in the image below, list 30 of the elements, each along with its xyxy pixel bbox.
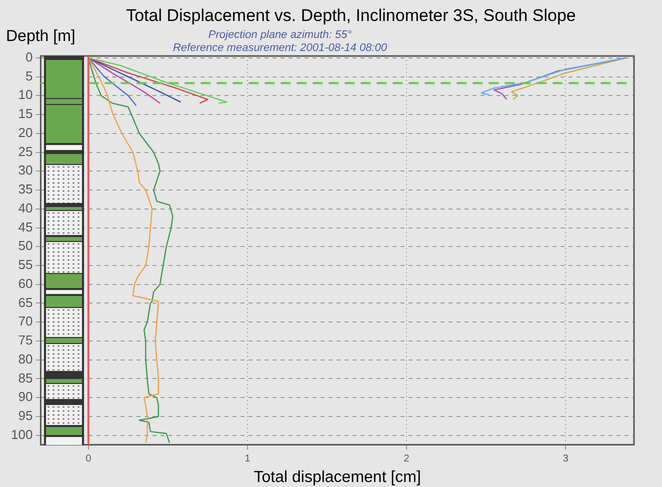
y-tick-label: 45 [18, 219, 33, 234]
x-axis-title: Total displacement [cm] [254, 468, 421, 486]
y-tick-label: 35 [18, 182, 33, 197]
y-tick-label: 15 [18, 106, 33, 122]
y-tick-label: 70 [18, 314, 33, 329]
y-tick-label: 25 [18, 144, 33, 159]
y-tick-label: 0 [25, 49, 33, 64]
y-tick-label: 95 [18, 408, 33, 424]
y-tick-label: 5 [25, 68, 33, 84]
y-tick-label: 75 [18, 332, 33, 348]
text: Reference measurement: 2001-08-14 08:00 [172, 42, 388, 54]
y-tick-label: 65 [18, 294, 33, 310]
x-tick-label: 3 [562, 454, 569, 465]
y-tick-label: 90 [18, 389, 33, 404]
x-tick-label: 2 [404, 454, 410, 465]
y-tick-label: 60 [18, 276, 33, 291]
y-tick-label: 50 [18, 238, 33, 254]
text: Projection plane azimuth: 55° [207, 29, 353, 41]
chart-title: Total Displacement vs. Depth, Inclinometer 3S, South Slope [125, 6, 577, 26]
y-tick-label: 80 [18, 351, 33, 366]
y-tick-label: 55 [18, 257, 33, 272]
x-tick-label: 1 [244, 454, 251, 465]
y-tick-label: 85 [18, 370, 33, 386]
y-tick-label: 30 [18, 162, 33, 178]
y-tick-label: 100 [10, 426, 33, 442]
y-tick-label: 10 [18, 87, 33, 102]
y-tick-label: 20 [18, 124, 33, 140]
y-tick-label: 40 [18, 200, 33, 216]
x-tick-label: 0 [86, 454, 92, 465]
y-axis-title: Depth [m] [6, 28, 76, 46]
